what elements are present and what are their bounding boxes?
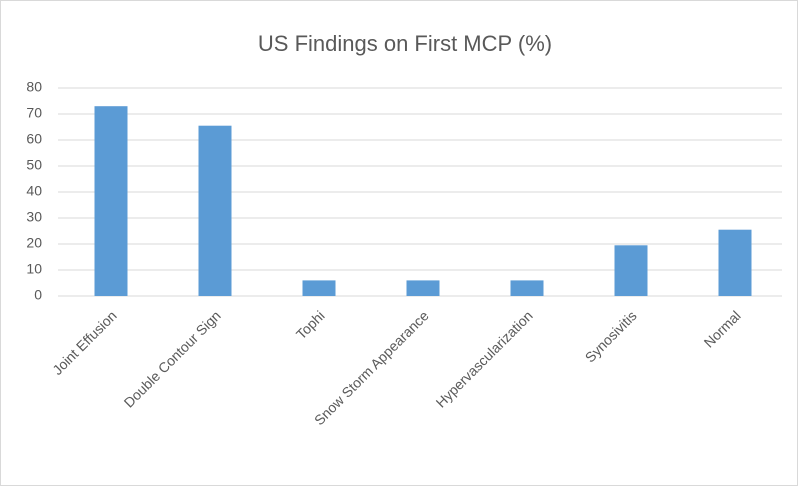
bar	[94, 106, 128, 296]
y-tick-label: 70	[26, 105, 42, 121]
bar	[718, 229, 752, 296]
y-tick-label: 20	[26, 235, 42, 251]
y-tick-label: 30	[26, 209, 42, 225]
y-tick-label: 80	[26, 79, 42, 95]
bar	[302, 280, 336, 296]
y-tick-label: 50	[26, 157, 42, 173]
y-tick-label: 0	[34, 287, 42, 303]
chart-title: US Findings on First MCP (%)	[258, 31, 552, 56]
bar	[614, 245, 648, 296]
bar	[198, 125, 232, 296]
y-tick-label: 60	[26, 131, 42, 147]
y-tick-label: 40	[26, 183, 42, 199]
y-tick-label: 10	[26, 261, 42, 277]
bar	[510, 280, 544, 296]
bar	[406, 280, 440, 296]
